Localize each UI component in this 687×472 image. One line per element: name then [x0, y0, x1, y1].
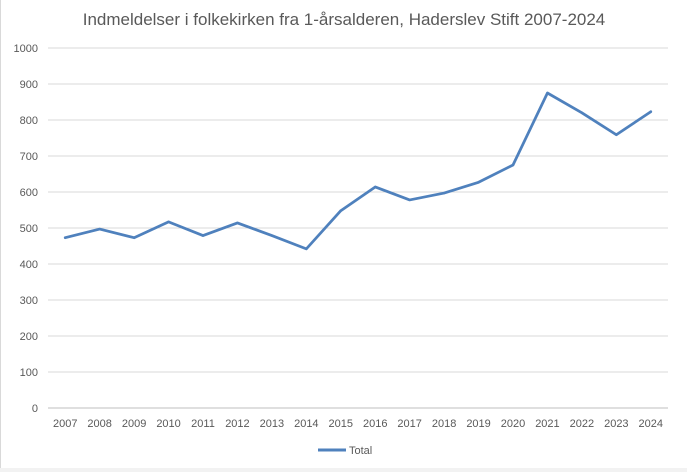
data-point: [270, 234, 274, 237]
y-axis-ticks: 0 100 200 300 400 500 600 700 800 900 1000: [14, 43, 38, 415]
data-point: [64, 236, 67, 239]
left-border: [0, 0, 1, 472]
x-tick-label: 2022: [570, 418, 594, 430]
x-tick-label: 2020: [501, 418, 525, 430]
data-point: [374, 185, 377, 189]
data-point: [408, 198, 411, 202]
x-tick-label: 2012: [225, 418, 249, 430]
x-tick-label: 2016: [363, 418, 387, 430]
y-tick-label: 700: [20, 151, 38, 163]
data-point: [236, 221, 239, 225]
data-point: [615, 133, 618, 136]
x-tick-label: 2019: [466, 418, 490, 430]
x-tick-label: 2017: [397, 418, 421, 430]
x-tick-label: 2011: [191, 418, 215, 430]
x-tick-label: 2008: [87, 418, 111, 430]
x-tick-label: 2018: [432, 418, 456, 430]
y-tick-label: 600: [20, 187, 38, 199]
series-layer: [63, 91, 653, 251]
data-point: [305, 247, 308, 251]
data-point: [511, 163, 515, 167]
data-point: [442, 191, 446, 195]
data-point: [98, 227, 101, 231]
data-point: [167, 220, 170, 224]
legend: Total: [318, 445, 372, 457]
x-tick-label: 2009: [122, 418, 146, 430]
data-point: [132, 236, 136, 239]
y-tick-label: 100: [20, 367, 38, 379]
data-point: [201, 234, 205, 237]
x-tick-label: 2007: [53, 418, 77, 430]
x-tick-label: 2010: [156, 418, 180, 430]
chart-title: Indmeldelser i folkekirken fra 1-årsalde…: [83, 10, 606, 29]
y-tick-label: 800: [20, 115, 38, 127]
x-tick-label: 2023: [604, 418, 628, 430]
data-point: [477, 181, 480, 184]
y-tick-label: 500: [20, 223, 38, 235]
legend-label-total: Total: [349, 445, 372, 457]
x-tick-label: 2015: [329, 418, 353, 430]
data-point: [546, 91, 549, 95]
data-point: [580, 111, 584, 115]
x-tick-label: 2013: [260, 418, 284, 430]
x-tick-label: 2024: [639, 418, 663, 430]
bottom-border: [0, 468, 687, 472]
gridlines: [48, 47, 668, 409]
y-tick-label: 900: [20, 79, 38, 91]
y-tick-label: 400: [20, 259, 38, 271]
series-line-total: [63, 91, 653, 251]
x-axis-ticks: 2007 2008 2009 2010 2011 2012 2013 2014 2015 2016…: [53, 418, 663, 430]
y-tick-label: 200: [20, 331, 38, 343]
data-point: [649, 110, 652, 113]
x-tick-label: 2021: [535, 418, 559, 430]
y-tick-label: 0: [32, 403, 38, 415]
y-tick-label: 1000: [14, 43, 38, 55]
y-tick-label: 300: [20, 295, 38, 307]
data-point: [339, 209, 342, 212]
x-tick-label: 2014: [294, 418, 318, 430]
